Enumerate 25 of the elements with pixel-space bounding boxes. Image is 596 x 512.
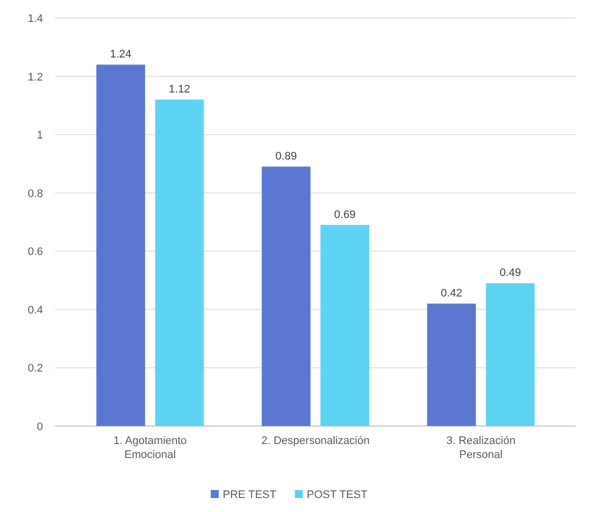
y-tick-label: 0.8 [28,188,43,200]
y-tick-label: 1.2 [28,71,43,84]
data-label: 0.42 [440,288,462,300]
bar [262,166,310,426]
x-tick-label: 1. Agotamiento Emocional [113,435,187,461]
data-label: 0.89 [275,150,297,163]
bar [427,304,476,426]
y-tick-label: 0.4 [28,304,43,316]
legend-label: PRE TEST [222,489,277,501]
data-label: 1.12 [168,84,190,96]
y-tick-label: 0 [36,421,43,433]
bar [96,64,146,426]
bar [155,100,204,426]
y-tick-label: 1 [36,130,43,142]
y-tick-label: 0.6 [28,246,43,258]
data-label: 1.24 [110,48,132,61]
bar [320,224,370,426]
data-label: 0.69 [334,208,356,221]
y-tick-label: 0.2 [28,362,43,375]
x-tick-label: 2. Despersonalización [261,435,370,447]
bar [486,283,535,426]
legend-label: POST TEST [306,489,368,501]
data-label: 0.49 [500,267,521,280]
x-tick-label: 3. Realización Personal [446,435,516,461]
y-tick-label: 1.4 [28,13,43,25]
